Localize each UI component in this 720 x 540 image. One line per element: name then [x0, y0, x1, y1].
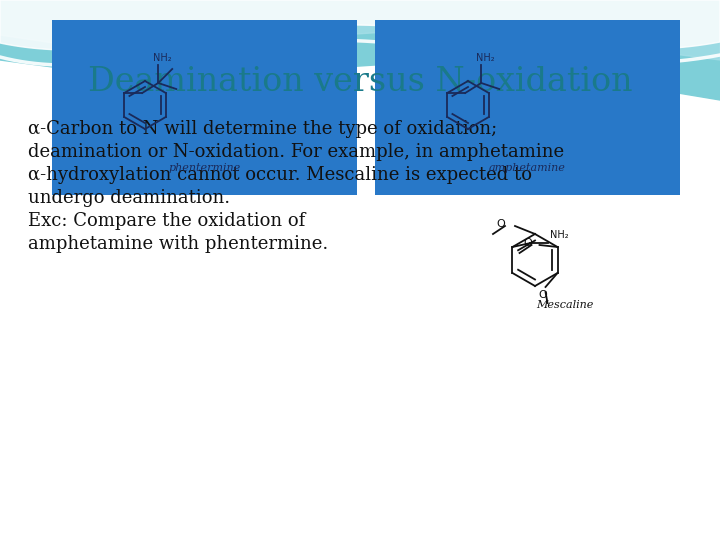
Text: NH₂: NH₂ — [551, 230, 569, 240]
Text: amphetamine: amphetamine — [489, 163, 566, 173]
Text: O: O — [538, 290, 547, 300]
Text: Mescaline: Mescaline — [536, 300, 594, 310]
Text: amphetamine with phentermine.: amphetamine with phentermine. — [28, 235, 328, 253]
Text: O: O — [497, 219, 505, 229]
Polygon shape — [0, 0, 720, 100]
Text: NH₂: NH₂ — [153, 53, 172, 63]
Text: phentermine: phentermine — [168, 163, 240, 173]
Text: deamination or N-oxidation. For example, in amphetamine: deamination or N-oxidation. For example,… — [28, 143, 564, 161]
Text: α-Carbon to N will determine the type of oxidation;: α-Carbon to N will determine the type of… — [28, 120, 498, 138]
Text: Exc: Compare the oxidation of: Exc: Compare the oxidation of — [28, 212, 305, 230]
Text: undergo deamination.: undergo deamination. — [28, 189, 230, 207]
Bar — [375, 20, 680, 195]
Text: O: O — [523, 238, 532, 248]
Text: α-hydroxylation cannot occur. Mescaline is expected to: α-hydroxylation cannot occur. Mescaline … — [28, 166, 532, 184]
Text: Deamination versus N-oxidation: Deamination versus N-oxidation — [88, 66, 632, 98]
Text: NH₂: NH₂ — [476, 53, 495, 63]
Polygon shape — [0, 0, 720, 60]
Bar — [52, 20, 357, 195]
